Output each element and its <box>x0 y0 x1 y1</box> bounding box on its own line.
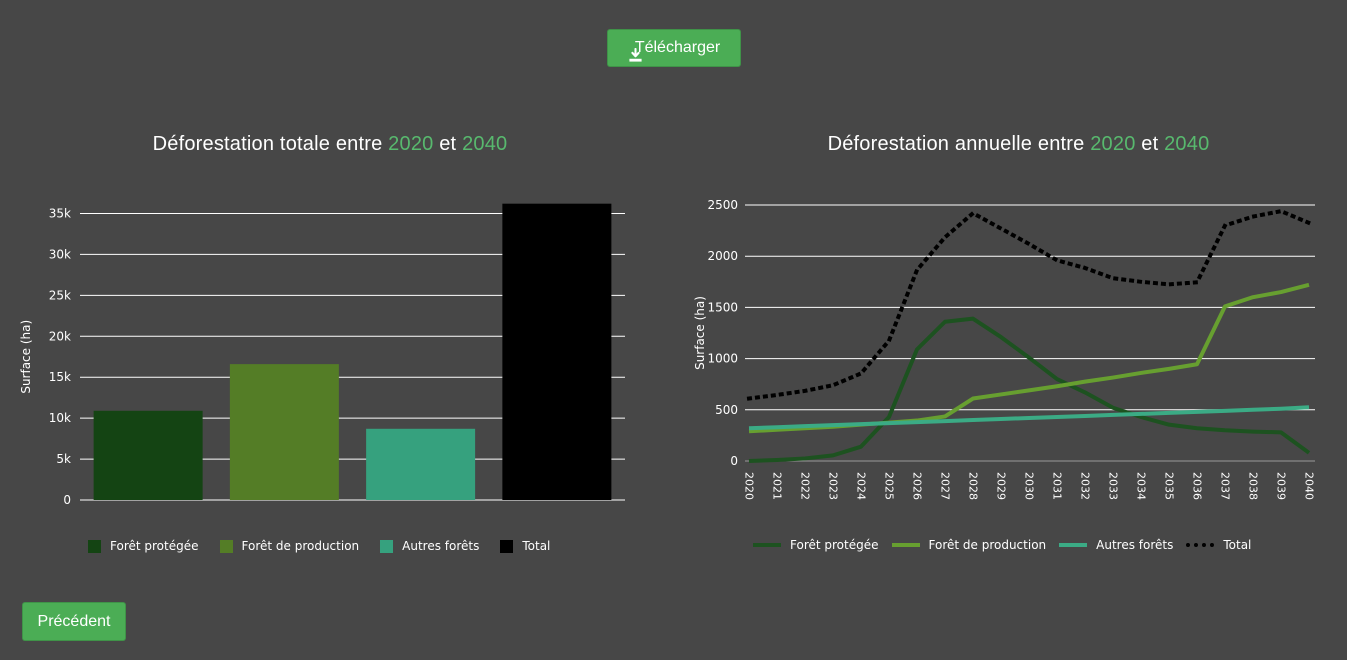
y-tick-label: 500 <box>715 403 738 417</box>
x-tick-label: 2023 <box>827 472 840 500</box>
x-tick-label: 2020 <box>743 472 756 500</box>
y-tick-label: 15k <box>49 370 71 384</box>
y-tick-label: 0 <box>63 493 71 507</box>
legend-item[interactable]: Forêt de production <box>219 539 360 553</box>
x-tick-label: 2032 <box>1079 472 1092 500</box>
legend-swatch <box>1059 543 1088 547</box>
title-connector: et <box>433 133 463 155</box>
download-button[interactable]: Télécharger <box>607 29 741 67</box>
series-line-Autres forêts <box>748 405 1310 431</box>
title-connector: et <box>1135 133 1165 155</box>
x-tick-label: 2038 <box>1247 472 1260 500</box>
y-tick-label: 30k <box>49 247 71 261</box>
legend-label: Forêt de production <box>928 538 1047 552</box>
legend-item[interactable]: Autres forêts <box>380 539 479 553</box>
legend-label: Forêt de production <box>241 539 360 553</box>
y-tick-label: 5k <box>56 452 71 466</box>
x-tick-label: 2028 <box>967 472 980 500</box>
annual-deforestation-line-chart: 0 500 1000 1500 2000 2500 Surface (ha) 2020 2021… <box>693 198 1316 500</box>
y-tick-label: 35k <box>49 207 71 221</box>
series-line-Total <box>746 209 1312 401</box>
legend-swatch <box>891 543 920 547</box>
download-button-label: Télécharger <box>634 39 721 56</box>
title-year-start: 2020 <box>1090 133 1136 155</box>
y-tick-label: 1000 <box>707 352 738 366</box>
legend-swatch <box>380 539 394 553</box>
x-tick-label: 2021 <box>771 472 784 500</box>
x-tick-label: 2027 <box>939 472 952 500</box>
x-tick-label: 2035 <box>1163 472 1176 500</box>
y-axis-title: Surface (ha) <box>693 296 707 370</box>
previous-button-label: Précédent <box>37 612 111 630</box>
legend-item[interactable]: Forêt protégée <box>88 539 199 553</box>
x-tick-label: 2026 <box>911 472 924 500</box>
x-tick-label: 2039 <box>1275 472 1288 500</box>
legend-label: Total <box>1223 538 1252 552</box>
legend-item[interactable]: Forêt protégée <box>753 538 879 552</box>
y-tick-label: 10k <box>49 411 71 425</box>
legend-item[interactable]: Total <box>500 539 550 553</box>
bar-Autres forêts <box>366 428 476 500</box>
y-axis-title: Surface (ha) <box>19 320 33 394</box>
legend-swatch <box>1186 543 1215 547</box>
y-tick-label: 2000 <box>707 249 738 263</box>
bar-chart-legend: Forêt protégée Forêt de production Autres … <box>88 539 550 553</box>
bar-Forêt de production <box>229 364 339 500</box>
title-year-end: 2040 <box>462 133 508 155</box>
title-text: Déforestation annuelle entre <box>827 133 1091 155</box>
bar-Forêt protégée <box>93 410 203 500</box>
title-year-end: 2040 <box>1164 133 1210 155</box>
legend-swatch <box>219 539 233 553</box>
y-tick-label: 25k <box>49 288 71 302</box>
x-tick-label: 2033 <box>1107 472 1120 500</box>
x-tick-label: 2040 <box>1303 472 1316 500</box>
line-chart-title: Déforestation annuelle entre 2020 et 204… <box>690 133 1347 156</box>
legend-swatch <box>753 543 781 547</box>
title-text: Déforestation totale entre <box>152 133 389 155</box>
x-tick-label: 2031 <box>1051 472 1064 500</box>
series-line-Forêt protégée <box>748 316 1311 463</box>
bar-Total <box>502 203 612 501</box>
y-tick-label: 1500 <box>707 300 738 314</box>
x-tick-label: 2034 <box>1135 472 1148 500</box>
x-tick-label: 2036 <box>1191 472 1204 500</box>
x-tick-label: 2029 <box>995 472 1008 500</box>
legend-label: Forêt protégée <box>110 539 199 553</box>
x-tick-label: 2022 <box>799 472 812 500</box>
total-deforestation-bar-chart: 0 5k 10k 15k 20k 25k 30k 35k Surface (ha) <box>19 203 625 507</box>
y-tick-label: 2500 <box>707 198 738 212</box>
legend-label: Autres forêts <box>1096 538 1174 552</box>
line-chart-legend: Forêt protégée Forêt de production Autres … <box>753 538 1251 552</box>
y-tick-label: 0 <box>730 454 738 468</box>
legend-item[interactable]: Autres forêts <box>1059 538 1173 552</box>
legend-swatch <box>500 539 514 553</box>
title-year-start: 2020 <box>388 133 434 155</box>
legend-label: Total <box>522 539 551 553</box>
x-tick-label: 2024 <box>855 472 868 500</box>
y-tick-label: 20k <box>49 329 71 343</box>
legend-item[interactable]: Forêt de production <box>891 538 1047 552</box>
legend-label: Forêt protégée <box>790 538 879 552</box>
x-tick-label: 2025 <box>883 472 896 500</box>
x-tick-label: 2037 <box>1219 472 1232 500</box>
bar-chart-title: Déforestation totale entre 2020 et 2040 <box>0 133 660 156</box>
x-tick-label: 2030 <box>1023 472 1036 500</box>
legend-label: Autres forêts <box>402 539 480 553</box>
legend-item[interactable]: Total <box>1186 538 1251 552</box>
previous-button[interactable]: Précédent <box>22 602 126 641</box>
legend-swatch <box>88 539 101 553</box>
